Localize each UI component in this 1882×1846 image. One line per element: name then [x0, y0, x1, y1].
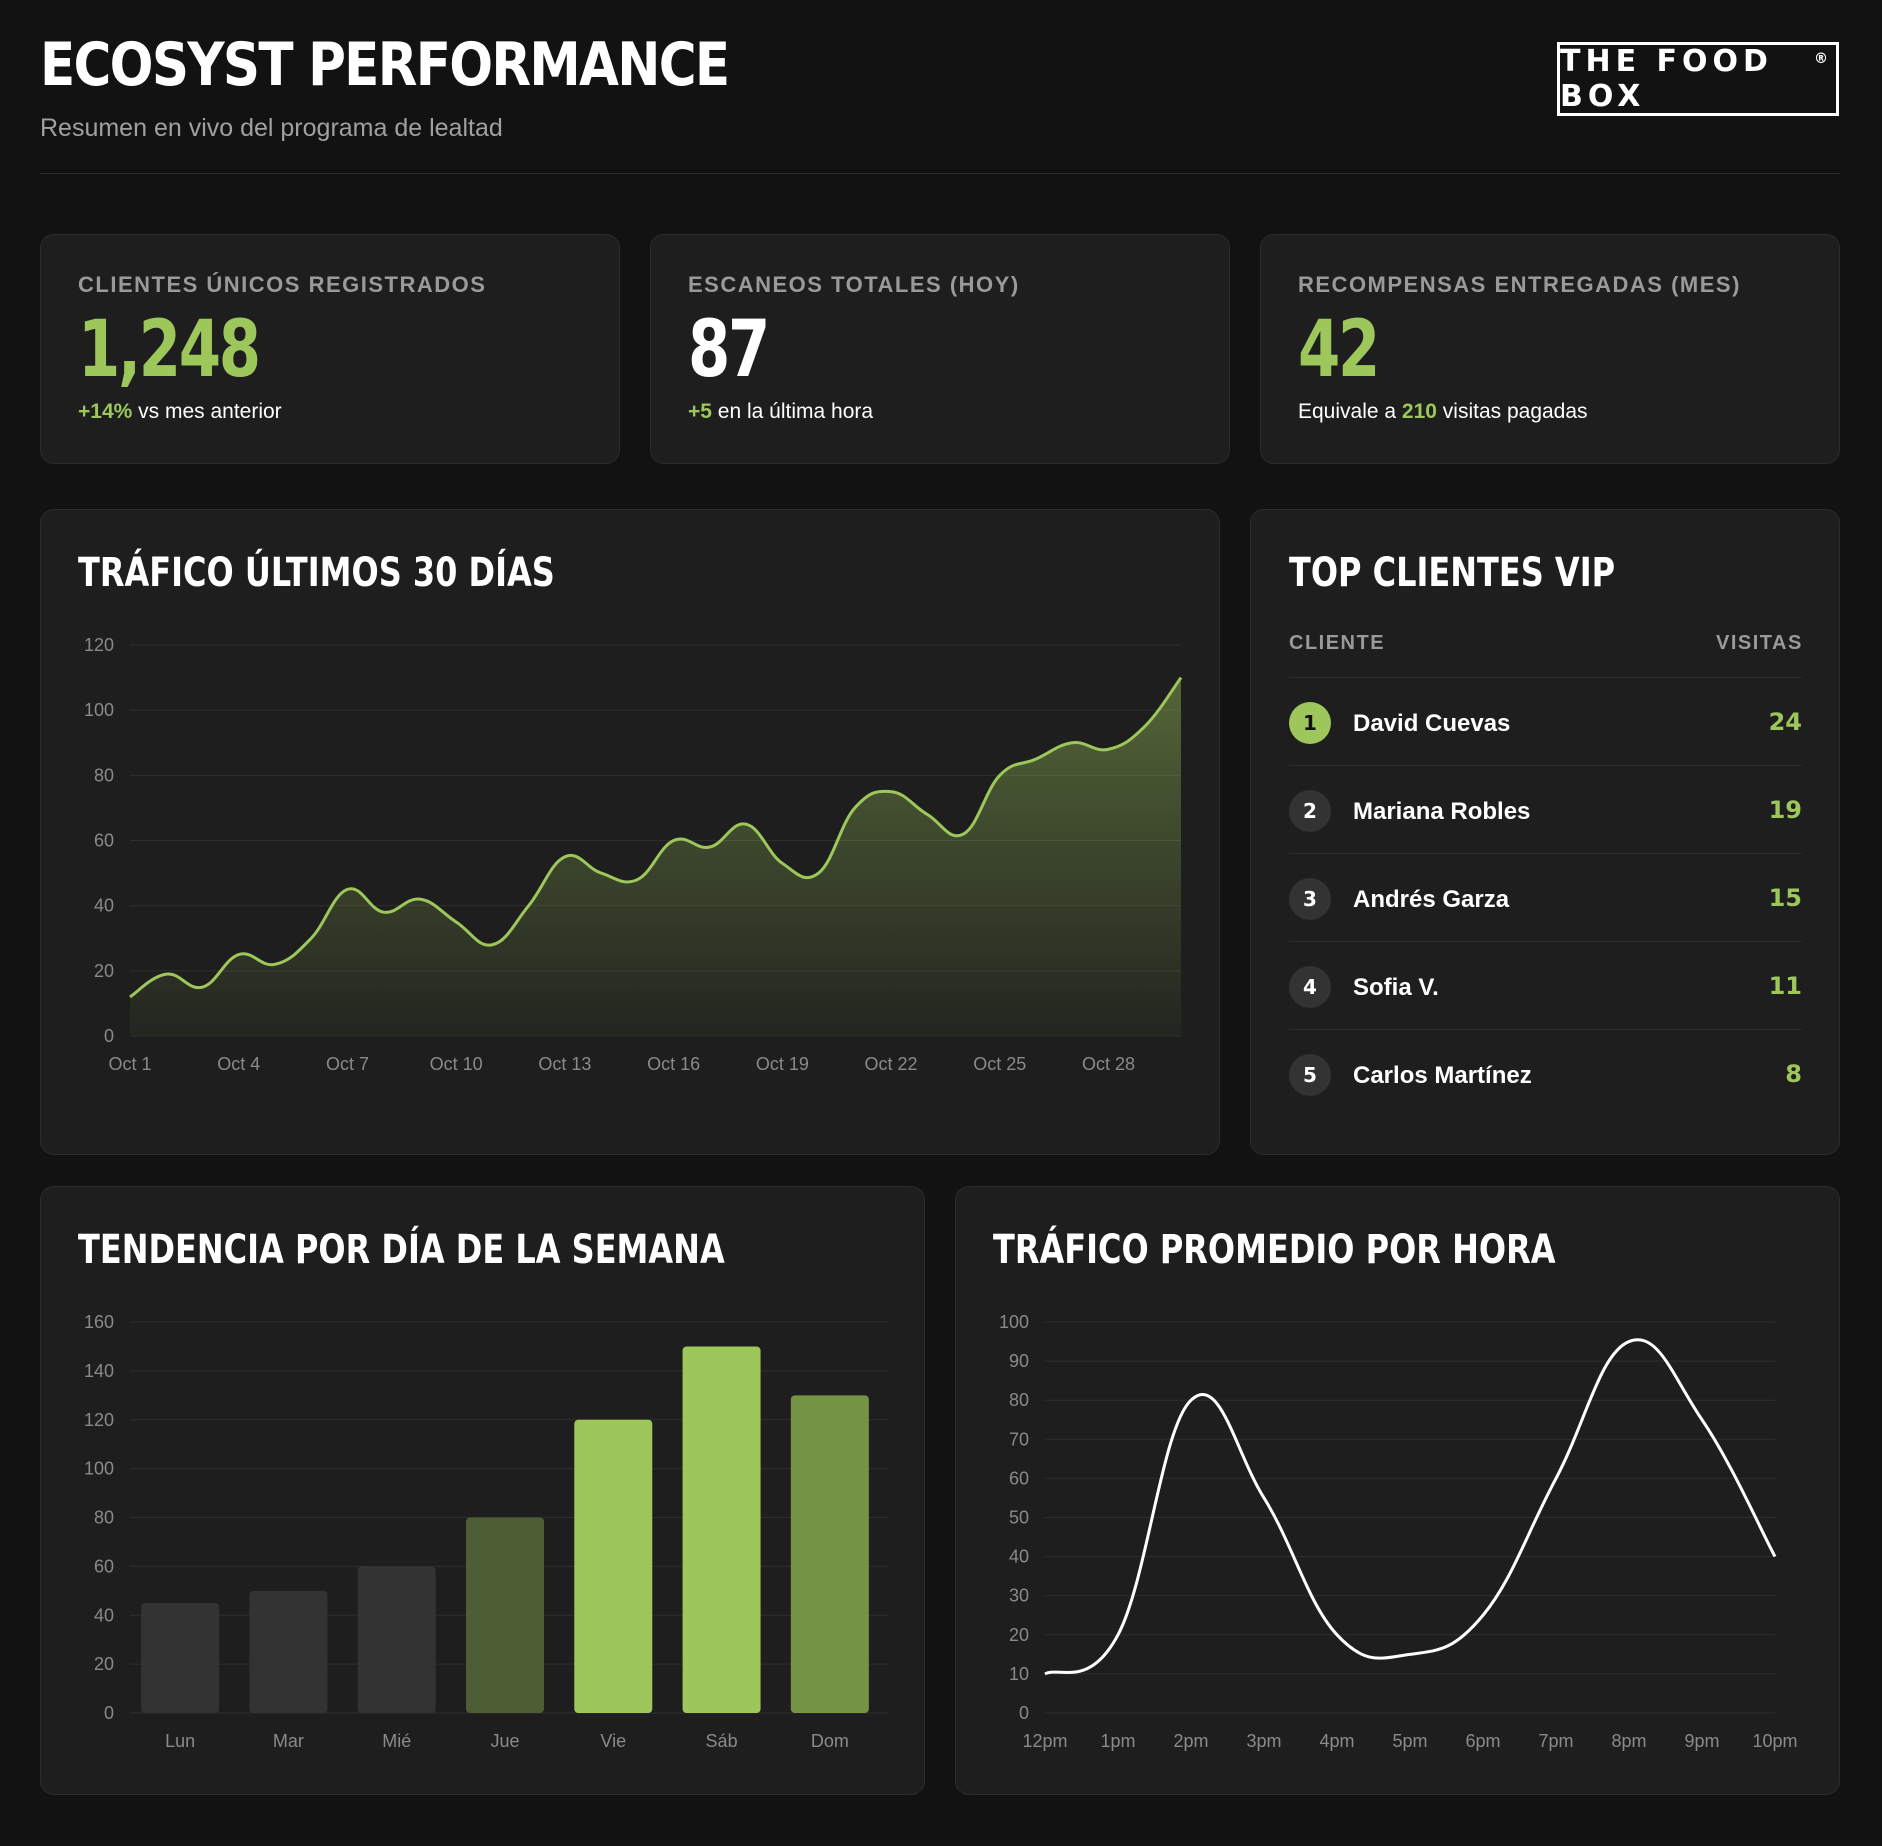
rank-badge: 3 [1289, 878, 1331, 920]
kpi-sub-scans: +5 en la última hora [688, 400, 873, 424]
vip-name: David Cuevas [1353, 710, 1511, 737]
brand-logo-text: THE FOOD BOX [1560, 44, 1773, 114]
header-divider [40, 173, 1840, 174]
rank-badge: 4 [1289, 966, 1331, 1008]
vip-row[interactable]: 2 Mariana Robles 19 [1289, 765, 1802, 853]
vip-name: Sofia V. [1353, 974, 1439, 1001]
page-subtitle: Resumen en vivo del programa de lealtad [40, 114, 503, 142]
brand-logo: THE FOOD BOX ® [1557, 42, 1839, 116]
kpi-sub-text-rewards: visitas pagadas [1436, 400, 1588, 423]
vip-row[interactable]: 1 David Cuevas 24 [1289, 677, 1802, 765]
vip-col-client: CLIENTE [1289, 632, 1386, 654]
kpi-highlight-rewards: 210 [1401, 400, 1437, 423]
kpi-delta-scans: +5 [688, 400, 712, 423]
kpi-sub-text-clients: vs mes anterior [132, 400, 282, 423]
rank-badge: 5 [1289, 1054, 1331, 1096]
vip-visits: 24 [1768, 708, 1802, 736]
vip-row[interactable]: 4 Sofia V. 11 [1289, 941, 1802, 1029]
vip-name: Mariana Robles [1353, 798, 1531, 825]
vip-title: TOP CLIENTES VIP [1289, 550, 1616, 596]
vip-visits: 15 [1768, 884, 1802, 912]
vip-card [1250, 509, 1840, 1155]
kpi-delta-clients: +14% [78, 400, 133, 423]
kpi-label-clients: CLIENTES ÚNICOS REGISTRADOS [78, 272, 487, 297]
kpi-sub-text-scans: en la última hora [711, 400, 874, 423]
page-title: ECOSYST PERFORMANCE [40, 30, 730, 100]
hourly-card [955, 1186, 1840, 1795]
kpi-value-scans: 87 [688, 305, 770, 395]
rank-badge: 1 [1289, 702, 1331, 744]
vip-name: Andrés Garza [1353, 886, 1510, 913]
vip-visits: 19 [1768, 796, 1802, 824]
traffic-30d-card [40, 509, 1220, 1155]
weekday-card [40, 1186, 925, 1795]
vip-visits: 11 [1768, 972, 1802, 1000]
kpi-card-rewards [1260, 234, 1840, 464]
registered-mark: ® [1814, 51, 1828, 67]
kpi-sub-prefix-rewards: Equivale a [1298, 400, 1402, 423]
vip-row[interactable]: 5 Carlos Martínez 8 [1289, 1029, 1802, 1117]
kpi-value-rewards: 42 [1298, 305, 1380, 395]
vip-row[interactable]: 3 Andrés Garza 15 [1289, 853, 1802, 941]
kpi-card-clients [40, 234, 620, 464]
kpi-card-scans [650, 234, 1230, 464]
vip-name: Carlos Martínez [1353, 1062, 1532, 1089]
traffic-30d-title: TRÁFICO ÚLTIMOS 30 DÍAS [78, 550, 555, 596]
kpi-sub-clients: +14% vs mes anterior [78, 400, 282, 424]
rank-badge: 2 [1289, 790, 1331, 832]
kpi-label-rewards: RECOMPENSAS ENTREGADAS (MES) [1298, 272, 1741, 297]
kpi-label-scans: ESCANEOS TOTALES (HOY) [688, 272, 1020, 297]
vip-visits: 8 [1785, 1060, 1802, 1088]
vip-col-visits: VISITAS [1716, 632, 1803, 654]
weekday-title: TENDENCIA POR DÍA DE LA SEMANA [78, 1227, 725, 1273]
hourly-title: TRÁFICO PROMEDIO POR HORA [993, 1227, 1556, 1273]
kpi-value-clients: 1,248 [78, 305, 261, 395]
kpi-sub-rewards: Equivale a 210 visitas pagadas [1298, 400, 1588, 424]
